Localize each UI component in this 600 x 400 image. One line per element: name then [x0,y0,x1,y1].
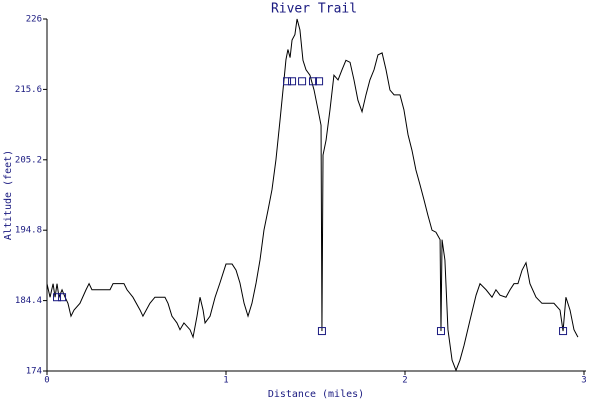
waypoint-marker [308,77,317,86]
waypoint-marker [559,327,568,336]
x-tick-label: 3 [581,376,586,386]
waypoint-marker [317,327,326,336]
waypoint-marker [298,77,307,86]
x-tick-label: 0 [44,376,49,386]
y-tick-label: 194.8 [15,226,42,236]
waypoint-marker [283,77,292,86]
y-tick-label: 205.2 [15,155,42,165]
waypoint-marker [53,293,62,302]
x-tick-label: 2 [402,376,407,386]
chart-title: River Trail [271,2,357,17]
elevation-line [46,18,579,372]
y-axis-label: Altitude (feet) [3,150,14,240]
waypoint-marker [436,327,445,336]
waypoint-marker [288,77,297,86]
x-axis-label: Distance (miles) [268,389,364,400]
y-tick-label: 226 [26,15,42,25]
waypoint-marker [58,293,67,302]
waypoint-marker [315,77,324,86]
y-tick-label: 174 [26,367,42,377]
y-tick-label: 184.4 [15,296,42,306]
x-tick-label: 1 [223,376,228,386]
y-tick-label: 215.6 [15,85,42,95]
